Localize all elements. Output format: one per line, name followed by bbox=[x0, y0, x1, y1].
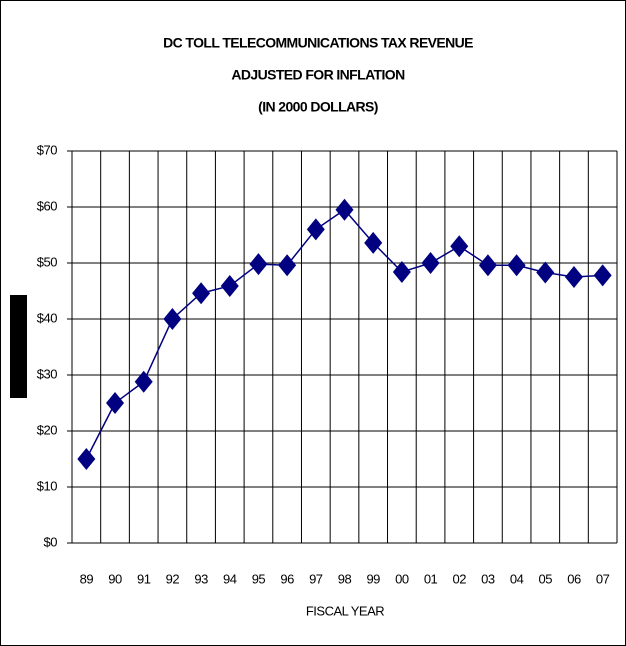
data-point bbox=[134, 370, 153, 393]
x-tick-label: 94 bbox=[223, 571, 237, 586]
x-tick-label: 91 bbox=[137, 571, 151, 586]
data-point bbox=[106, 392, 125, 414]
data-point bbox=[536, 261, 555, 284]
data-point bbox=[77, 448, 96, 470]
x-tick-label: 04 bbox=[510, 571, 524, 586]
x-tick-label: 92 bbox=[166, 571, 180, 586]
x-tick-label: 90 bbox=[108, 571, 122, 586]
data-point bbox=[421, 252, 440, 274]
x-tick-label: 02 bbox=[453, 571, 467, 586]
y-tick-label: $0 bbox=[44, 534, 58, 549]
data-point bbox=[278, 254, 297, 277]
y-tick-label: $30 bbox=[37, 366, 57, 381]
y-tick-label: $20 bbox=[37, 422, 57, 437]
x-tick-label: 97 bbox=[309, 571, 323, 586]
y-tick-label: $50 bbox=[37, 254, 57, 269]
x-tick-label: 95 bbox=[252, 571, 266, 586]
y-tick-label: $60 bbox=[37, 198, 57, 213]
x-tick-label: 06 bbox=[567, 571, 581, 586]
data-point bbox=[249, 253, 268, 276]
x-tick-label: 03 bbox=[481, 571, 495, 586]
x-tick-label: 07 bbox=[596, 571, 610, 586]
data-point bbox=[163, 308, 182, 330]
data-point bbox=[564, 266, 583, 288]
y-tick-label: $40 bbox=[37, 310, 57, 325]
x-tick-label: 93 bbox=[194, 571, 208, 586]
x-tick-label: 01 bbox=[424, 571, 438, 586]
data-point bbox=[220, 274, 239, 297]
x-tick-label: 00 bbox=[395, 571, 409, 586]
chart-title: ADJUSTED FOR INFLATION bbox=[231, 67, 405, 83]
data-point bbox=[364, 231, 383, 254]
x-tick-label: 05 bbox=[539, 571, 553, 586]
chart-title: (IN 2000 DOLLARS) bbox=[258, 99, 378, 115]
data-point bbox=[392, 260, 411, 283]
x-tick-label: 98 bbox=[338, 571, 352, 586]
data-point bbox=[507, 254, 526, 277]
y-tick-label: $70 bbox=[37, 142, 57, 157]
data-point bbox=[306, 218, 325, 241]
x-axis-label: FISCAL YEAR bbox=[306, 603, 384, 618]
y-tick-label: $10 bbox=[37, 478, 57, 493]
x-tick-label: 99 bbox=[366, 571, 380, 586]
data-point bbox=[478, 254, 497, 277]
redacted-label bbox=[10, 295, 27, 398]
data-point bbox=[192, 282, 211, 305]
x-tick-label: 96 bbox=[280, 571, 294, 586]
x-tick-label: 89 bbox=[80, 571, 94, 586]
data-point bbox=[335, 198, 354, 221]
data-point bbox=[593, 264, 612, 287]
data-point bbox=[450, 235, 469, 258]
chart-title: DC TOLL TELECOMMUNICATIONS TAX REVENUE bbox=[163, 35, 473, 51]
